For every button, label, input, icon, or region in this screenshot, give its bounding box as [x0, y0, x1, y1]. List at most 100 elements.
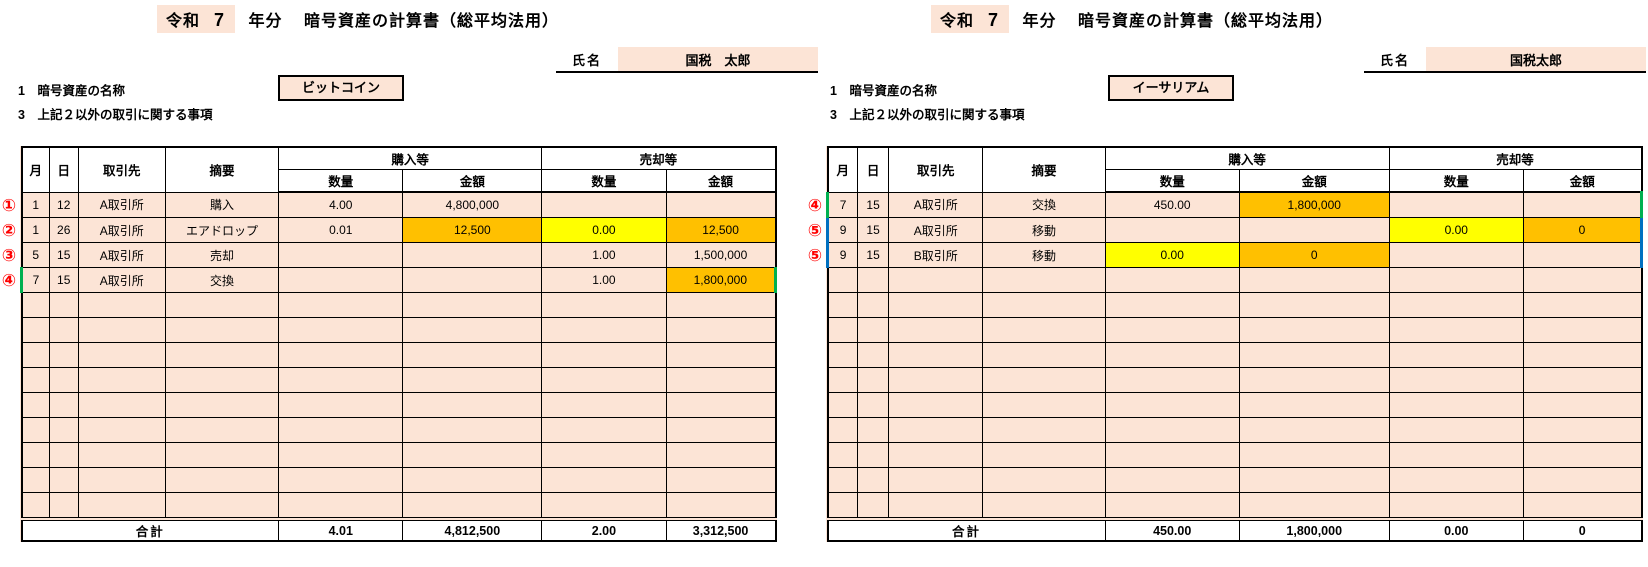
cell-note[interactable]: 移動	[982, 217, 1106, 243]
cell-purchase-amount[interactable]	[1238, 317, 1390, 343]
cell-day[interactable]	[857, 442, 890, 468]
cell-month[interactable]	[826, 367, 859, 393]
cell-sale-qty[interactable]	[1388, 267, 1524, 293]
cell-note[interactable]	[982, 492, 1106, 520]
cell-purchase-amount[interactable]	[1238, 292, 1390, 318]
cell-purchase-qty[interactable]	[278, 467, 404, 493]
cell-sale-qty[interactable]	[1388, 367, 1524, 393]
cell-partner[interactable]	[77, 342, 166, 368]
cell-sale-amount[interactable]	[665, 417, 777, 443]
cell-month[interactable]	[826, 492, 859, 520]
asset-name-box[interactable]: ビットコイン	[278, 75, 404, 101]
cell-month[interactable]	[826, 342, 859, 368]
cell-purchase-amount[interactable]	[1238, 392, 1390, 418]
cell-partner[interactable]	[77, 467, 166, 493]
cell-purchase-qty[interactable]	[278, 267, 404, 293]
cell-purchase-qty[interactable]	[278, 417, 404, 443]
cell-purchase-qty[interactable]	[278, 367, 404, 393]
cell-note[interactable]	[982, 392, 1106, 418]
cell-day[interactable]	[857, 317, 890, 343]
cell-purchase-amount[interactable]	[1238, 492, 1390, 520]
cell-sale-qty[interactable]	[1388, 417, 1524, 443]
cell-sale-qty[interactable]	[1388, 242, 1524, 268]
cell-purchase-amount[interactable]	[1238, 267, 1390, 293]
cell-sale-qty[interactable]	[541, 467, 667, 493]
cell-purchase-qty[interactable]	[278, 342, 404, 368]
cell-sale-qty[interactable]	[1388, 492, 1524, 520]
cell-purchase-qty[interactable]	[278, 492, 404, 520]
cell-sale-qty[interactable]	[1388, 392, 1524, 418]
cell-note[interactable]	[982, 417, 1106, 443]
cell-day[interactable]: 12	[48, 191, 79, 218]
cell-day[interactable]	[48, 442, 79, 468]
cell-purchase-qty[interactable]	[1104, 217, 1240, 243]
cell-month[interactable]	[21, 392, 50, 418]
cell-purchase-amount[interactable]	[402, 292, 543, 318]
cell-purchase-qty[interactable]: 0.00	[1104, 242, 1240, 268]
cell-purchase-amount[interactable]	[1238, 367, 1390, 393]
cell-note[interactable]: 移動	[982, 242, 1106, 268]
cell-note[interactable]: エアドロップ	[164, 217, 280, 243]
cell-partner[interactable]	[77, 417, 166, 443]
cell-sale-qty[interactable]	[541, 292, 667, 318]
cell-purchase-qty[interactable]	[278, 317, 404, 343]
cell-month[interactable]	[21, 317, 50, 343]
cell-purchase-qty[interactable]	[1104, 417, 1240, 443]
cell-month[interactable]: 9	[825, 217, 859, 243]
cell-day[interactable]	[857, 467, 890, 493]
cell-partner[interactable]: A取引所	[77, 217, 166, 243]
cell-purchase-amount[interactable]: 12,500	[402, 217, 543, 243]
cell-partner[interactable]: B取引所	[888, 242, 984, 268]
cell-sale-amount[interactable]: 12,500	[665, 217, 777, 243]
cell-sale-amount[interactable]	[1522, 191, 1644, 218]
cell-partner[interactable]	[888, 392, 984, 418]
cell-note[interactable]	[164, 317, 280, 343]
cell-purchase-qty[interactable]	[1104, 267, 1240, 293]
cell-sale-qty[interactable]	[541, 317, 667, 343]
cell-month[interactable]: 7	[20, 267, 50, 293]
cell-purchase-amount[interactable]	[402, 267, 543, 293]
cell-purchase-amount[interactable]: 4,800,000	[402, 191, 543, 218]
cell-day[interactable]: 15	[857, 217, 890, 243]
cell-note[interactable]: 売却	[164, 242, 280, 268]
cell-purchase-amount[interactable]	[1238, 467, 1390, 493]
cell-purchase-qty[interactable]	[278, 392, 404, 418]
cell-purchase-amount[interactable]	[402, 242, 543, 268]
cell-sale-amount[interactable]	[1522, 492, 1643, 520]
cell-purchase-amount[interactable]	[402, 417, 543, 443]
cell-note[interactable]	[982, 292, 1106, 318]
cell-sale-amount[interactable]	[1522, 292, 1643, 318]
cell-partner[interactable]	[888, 317, 984, 343]
cell-partner[interactable]: A取引所	[77, 242, 166, 268]
cell-sale-amount[interactable]: 1,800,000	[665, 267, 778, 293]
cell-day[interactable]: 15	[48, 267, 79, 293]
cell-note[interactable]	[164, 292, 280, 318]
cell-sale-amount[interactable]	[1522, 442, 1643, 468]
cell-sale-amount[interactable]	[665, 317, 777, 343]
cell-month[interactable]: 9	[825, 242, 859, 268]
asset-name-box[interactable]: イーサリアム	[1108, 75, 1234, 101]
cell-day[interactable]	[48, 342, 79, 368]
cell-partner[interactable]	[77, 492, 166, 520]
cell-purchase-amount[interactable]: 1,800,000	[1238, 191, 1390, 218]
cell-sale-amount[interactable]	[1522, 242, 1644, 268]
cell-note[interactable]	[164, 442, 280, 468]
era-year-field[interactable]: 令和 7	[931, 5, 1010, 33]
cell-sale-qty[interactable]	[1388, 292, 1524, 318]
cell-purchase-amount[interactable]	[402, 367, 543, 393]
cell-sale-qty[interactable]	[1388, 191, 1524, 218]
era-year-field[interactable]: 令和 7	[157, 5, 236, 33]
cell-sale-amount[interactable]	[1522, 317, 1643, 343]
cell-sale-qty[interactable]: 0.00	[1388, 217, 1524, 243]
cell-sale-qty[interactable]	[1388, 342, 1524, 368]
cell-month[interactable]	[826, 292, 859, 318]
cell-note[interactable]	[982, 317, 1106, 343]
cell-month[interactable]	[21, 342, 50, 368]
cell-partner[interactable]	[77, 367, 166, 393]
cell-note[interactable]: 交換	[164, 267, 280, 293]
cell-sale-amount[interactable]: 0	[1522, 217, 1644, 243]
cell-partner[interactable]	[888, 342, 984, 368]
cell-purchase-qty[interactable]	[1104, 317, 1240, 343]
cell-purchase-amount[interactable]: 0	[1238, 242, 1390, 268]
cell-month[interactable]	[826, 417, 859, 443]
